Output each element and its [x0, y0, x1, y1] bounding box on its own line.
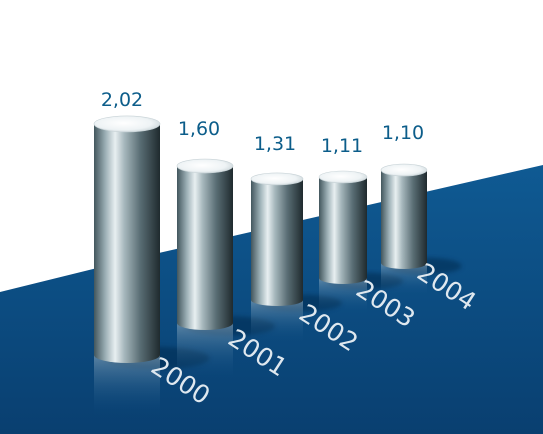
bar-base-2004	[381, 257, 427, 269]
bar-top-2002	[250, 172, 304, 186]
bar-2000	[93, 115, 161, 363]
bar-base-2000	[94, 347, 160, 363]
value-label-2004: 1,10	[382, 122, 424, 144]
bar-body-2000	[94, 123, 160, 355]
bars-group	[93, 115, 428, 363]
bar-reflection-2001	[177, 323, 233, 378]
bar-reflection-2002	[251, 300, 303, 343]
bar-body-2002	[251, 178, 303, 300]
bar-base-2003	[319, 272, 367, 284]
value-label-2001: 1,60	[178, 118, 220, 140]
value-label-2000: 2,02	[101, 89, 143, 111]
value-label-2003: 1,11	[321, 135, 363, 157]
bar-top-2000	[93, 115, 161, 133]
bar-2001	[176, 158, 234, 330]
value-labels-group: 2,02 1,60 1,31 1,11 1,10	[101, 89, 424, 157]
bar-base-2002	[251, 294, 303, 306]
bar-2002	[250, 172, 304, 306]
bar-2004	[380, 163, 428, 269]
bar-reflection-2000	[94, 355, 160, 415]
bar-body-2001	[177, 166, 233, 323]
bar-top-2003	[318, 170, 368, 184]
value-label-2002: 1,31	[254, 133, 296, 155]
bar-body-2003	[319, 176, 367, 278]
bar-2003	[318, 170, 368, 284]
bar-base-2001	[177, 316, 233, 330]
bar-top-2004	[380, 163, 428, 177]
bar-top-2001	[176, 158, 234, 174]
bar-body-2004	[381, 170, 427, 263]
